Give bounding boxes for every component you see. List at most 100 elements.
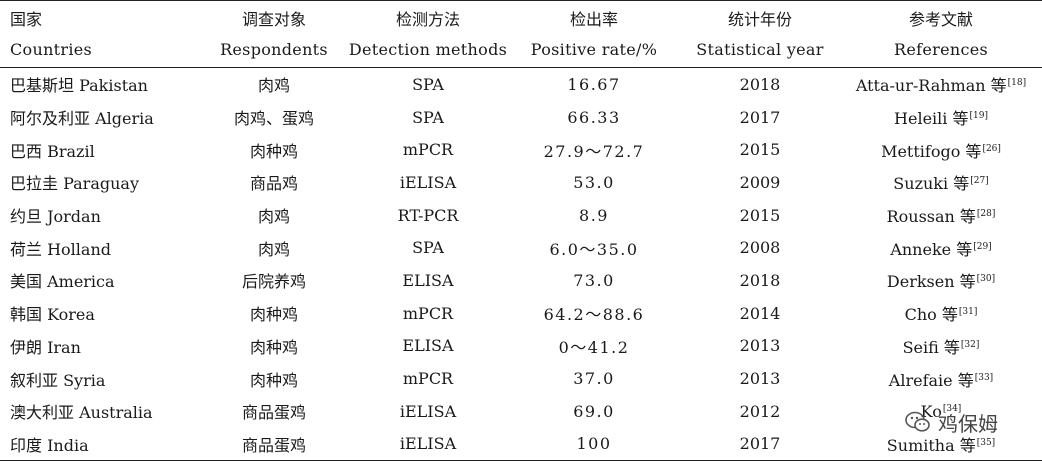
table-body: 巴基斯坦 Pakistan 肉鸡 SPA 16.67 2018 Atta-ur-Rahma… [0, 68, 1042, 462]
table-row: 伊朗 Iran 肉种鸡 ELISA 0～41.2 2013 Seifi 等[32] [0, 330, 1042, 363]
cell-year: 2015 [739, 140, 781, 160]
cell-respondents: 肉种鸡 [249, 305, 298, 325]
cell-respondents: 商品蛋鸡 [241, 403, 306, 423]
cell-reference: Suzuki 等[27] [840, 166, 1042, 199]
header-year-en: Statistical year [680, 35, 840, 68]
reference-number: [19] [969, 111, 988, 122]
table-row: 美国 America 后院养鸡 ELISA 73.0 2018 Derksen 等[30] [0, 264, 1042, 297]
cell-reference: Roussan 等[28] [840, 199, 1042, 232]
table-row: 巴基斯坦 Pakistan 肉鸡 SPA 16.67 2018 Atta-ur-Rahma… [0, 68, 1042, 101]
table-header: 国家 调查对象 检测方法 检出率 统计年份 参考文献 Countries Res… [0, 0, 1042, 68]
cell-rate: 27.9～72.7 [543, 141, 645, 161]
watermark-text: 鸡保姆 [938, 411, 998, 436]
reference-number: [29] [973, 241, 992, 252]
header-country-en: Countries [0, 35, 200, 68]
cell-country: 伊朗 Iran [10, 337, 81, 357]
cell-rate: 100 [508, 427, 680, 462]
cell-rate: 53.0 [573, 172, 615, 192]
reference-author: Roussan 等 [886, 207, 976, 227]
reference-number: [32] [960, 339, 980, 350]
cell-method: mPCR [402, 140, 454, 160]
cell-rate: 16.67 [567, 74, 621, 94]
cell-year: 2008 [739, 238, 781, 258]
cell-respondents: 商品蛋鸡 [200, 427, 348, 462]
cell-rate: 0～41.2 [558, 337, 630, 357]
reference-author: Mettifogo 等 [881, 141, 982, 161]
cell-country: 荷兰 Holland [10, 239, 111, 259]
cell-method: iELISA [399, 172, 457, 192]
cell-year: 2013 [739, 336, 781, 356]
header-row-english: Countries Respondents Detection methods … [0, 35, 1042, 68]
cell-rate: 8.9 [579, 205, 609, 225]
reference-number: [26] [982, 143, 1001, 154]
cell-reference: Seifi 等[32] [840, 330, 1042, 363]
cell-respondents: 肉种鸡 [249, 337, 298, 357]
cell-rate: 66.33 [567, 107, 621, 127]
table-row: 印度 India 商品蛋鸡 iELISA 100 2017 Sumitha 等[35] [0, 427, 1042, 462]
cell-year: 2017 [739, 107, 781, 127]
cell-respondents: 肉种鸡 [249, 370, 298, 390]
reference-author: Anneke 等 [890, 239, 973, 259]
header-respondents-en: Respondents [200, 35, 348, 68]
reference-number: [34] [942, 403, 962, 414]
reference-number: [18] [1007, 78, 1027, 89]
cell-country: 美国 America [10, 272, 115, 292]
reference-author: Atta-ur-Rahman 等 [855, 76, 1007, 96]
table-row: 巴西 Brazil 肉种鸡 mPCR 27.9～72.7 2015 Mettifogo 等… [0, 133, 1042, 166]
table-row: 阿尔及利亚 Algeria 肉鸡、蛋鸡 SPA 66.33 2017 Heleili 等[… [0, 101, 1042, 134]
cell-reference: Alrefaie 等[33] [840, 362, 1042, 395]
reference-author: Alrefaie 等 [888, 370, 974, 390]
reference-author: Suzuki 等 [893, 174, 970, 194]
cell-respondents: 肉鸡 [257, 207, 290, 227]
cell-rate: 69.0 [573, 401, 615, 421]
reference-number: [35] [976, 437, 996, 448]
cell-method: ELISA [402, 270, 454, 290]
header-respondents-zh: 调查对象 [200, 0, 348, 35]
reference-author: Derksen 等 [886, 272, 976, 292]
cell-year: 2017 [680, 427, 840, 462]
cell-year: 2015 [739, 205, 781, 225]
reference-number: [27] [970, 176, 989, 187]
reference-author: Seifi 等 [902, 337, 960, 357]
cell-method: SPA [412, 238, 444, 258]
cell-reference: Heleili 等[19] [840, 101, 1042, 134]
cell-year: 2018 [739, 74, 781, 94]
cell-reference: Sumitha 等[35] [840, 427, 1042, 462]
cell-country: 巴西 Brazil [10, 141, 95, 161]
cell-reference: Ko[34] [840, 395, 1042, 428]
cell-country: 巴基斯坦 Pakistan [10, 76, 148, 96]
cell-country: 阿尔及利亚 Algeria [10, 109, 154, 129]
header-method-zh: 检测方法 [348, 0, 508, 35]
cell-method: RT-PCR [397, 205, 459, 225]
cell-respondents: 肉种鸡 [249, 141, 298, 161]
cell-reference: Cho 等[31] [840, 297, 1042, 330]
cell-method: iELISA [348, 427, 508, 462]
reference-author: Ko [920, 401, 942, 421]
cell-country: 约旦 Jordan [10, 207, 101, 227]
header-row-chinese: 国家 调查对象 检测方法 检出率 统计年份 参考文献 [0, 0, 1042, 35]
cell-rate: 37.0 [573, 369, 615, 389]
header-rate-en: Positive rate/% [508, 35, 680, 68]
cell-country: 澳大利亚 Australia [10, 403, 153, 423]
header-year-zh: 统计年份 [680, 0, 840, 35]
cell-country: 印度 India [0, 427, 200, 462]
reference-number: [33] [974, 372, 994, 383]
cell-respondents: 商品鸡 [249, 174, 298, 194]
cell-respondents: 后院养鸡 [241, 272, 306, 292]
cell-country: 巴拉圭 Paraguay [10, 174, 139, 194]
cell-method: ELISA [402, 336, 454, 356]
header-method-en: Detection methods [348, 35, 508, 68]
cell-method: mPCR [402, 369, 454, 389]
cell-respondents: 肉鸡、蛋鸡 [233, 109, 314, 129]
table-row: 叙利亚 Syria 肉种鸡 mPCR 37.0 2013 Alrefaie 等[33] [0, 362, 1042, 395]
table-row: 澳大利亚 Australia 商品蛋鸡 iELISA 69.0 2012 Ko[34] [0, 395, 1042, 428]
table-row: 巴拉圭 Paraguay 商品鸡 iELISA 53.0 2009 Suzuki 等[27… [0, 166, 1042, 199]
cell-reference: Atta-ur-Rahman 等[18] [840, 68, 1042, 101]
header-country-zh: 国家 [0, 0, 200, 35]
cell-rate: 73.0 [573, 270, 615, 290]
cell-year: 2009 [739, 172, 781, 192]
cell-method: SPA [412, 107, 444, 127]
cell-country: 韩国 Korea [10, 305, 95, 325]
